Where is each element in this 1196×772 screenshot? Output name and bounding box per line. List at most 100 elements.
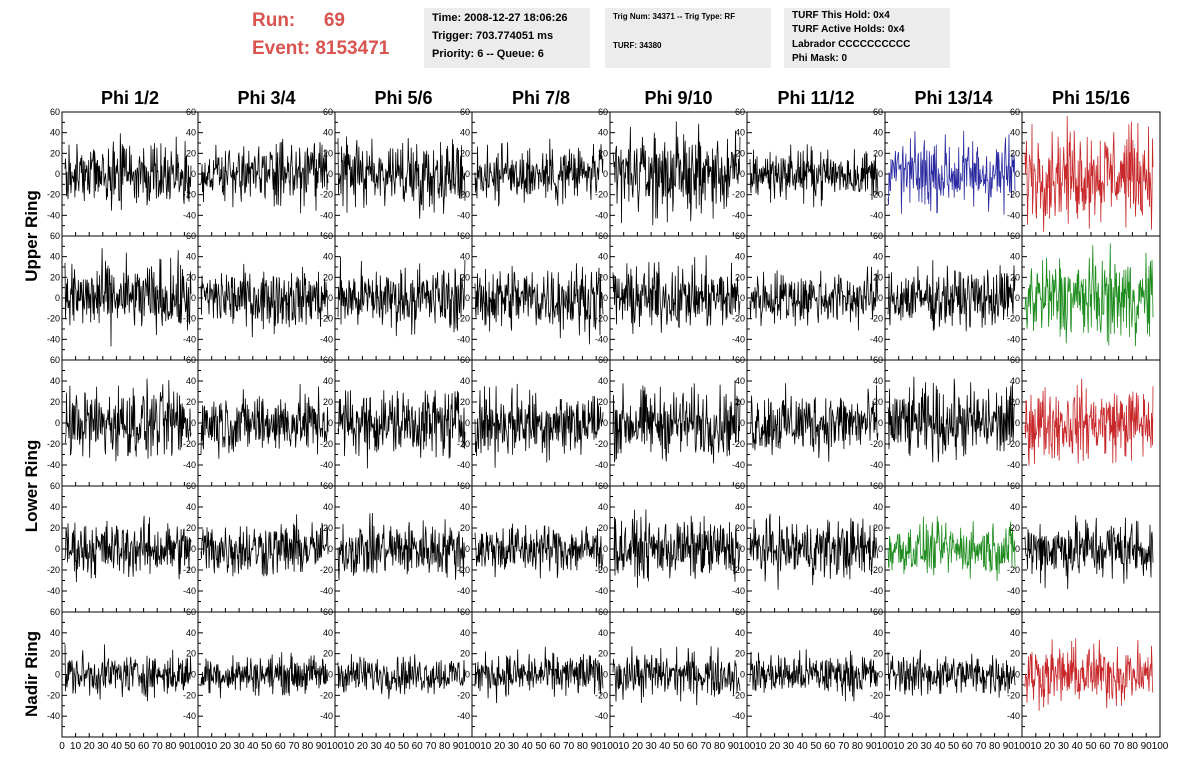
x-tick-label: 90 [728,741,740,752]
y-tick-label: -20 [870,565,883,575]
waveform-panel: -40 -20 0 20 40 60 [47,231,199,361]
y-tick-label: -20 [320,690,333,700]
y-tick-label: 40 [1010,252,1020,262]
y-tick-label: -40 [595,210,608,220]
y-tick-label: 0 [465,418,470,428]
y-tick-label: 20 [598,148,608,158]
y-tick-label: 0 [603,293,608,303]
y-tick-label: -40 [732,460,745,470]
y-tick-label: 60 [186,355,196,365]
waveform-trace [749,513,879,590]
waveform-trace [1024,243,1154,347]
y-tick-label: 20 [873,148,883,158]
y-tick-label: 20 [50,397,60,407]
y-tick-label: 60 [186,231,196,241]
y-tick-label: 60 [50,481,60,491]
waveform-panel: -40 -20 0 20 40 60 [457,607,611,738]
x-tick-label: 40 [522,741,534,752]
waveform-panel: -40 -20 0 20 40 60 [47,481,199,613]
y-tick-label: -20 [595,439,608,449]
y-tick-label: 60 [186,481,196,491]
x-tick-label: 60 [687,741,699,752]
x-tick-label: 40 [384,741,396,752]
y-tick-label: 0 [191,418,196,428]
x-tick-label: 70 [563,741,575,752]
y-tick-label: 0 [740,169,745,179]
waveform-trace [749,266,879,331]
y-tick-label: 0 [55,169,60,179]
y-tick-label: 0 [603,418,608,428]
y-tick-label: 60 [460,107,470,117]
x-tick-label: 40 [659,741,671,752]
y-tick-label: 0 [55,544,60,554]
x-tick-label: 40 [797,741,809,752]
y-tick-label: -20 [595,190,608,200]
y-tick-label: -40 [457,711,470,721]
y-tick-label: -20 [870,314,883,324]
x-tick-label: 20 [907,741,919,752]
x-tick-label: 10 [480,741,492,752]
y-tick-label: 20 [873,397,883,407]
y-tick-label: -40 [1007,334,1020,344]
x-tick-label: 90 [866,741,878,752]
x-tick-label: 10 [1030,741,1042,752]
x-tick-label: 20 [357,741,369,752]
x-tick-label: 70 [425,741,437,752]
y-tick-label: -20 [320,314,333,324]
labrador-line: Labrador CCCCCCCCCC [792,39,911,50]
waveform-trace [612,255,741,334]
waveform-panel: -40 -20 0 20 40 60 [1007,355,1161,487]
y-tick-label: 0 [740,293,745,303]
x-tick-label: 30 [508,741,520,752]
panel-frame [746,611,886,738]
y-tick-label: 0 [878,293,883,303]
y-tick-label: 20 [873,649,883,659]
x-tick-label: 30 [97,741,109,752]
y-tick-label: 60 [873,481,883,491]
y-tick-label: -20 [47,690,60,700]
waveform-panel: -40 -20 0 20 40 60 [320,231,473,361]
y-tick-label: 40 [735,376,745,386]
x-tick-label: 10 [893,741,905,752]
y-tick-label: -40 [183,460,196,470]
y-tick-label: 40 [598,252,608,262]
x-tick-label: 40 [1072,741,1084,752]
y-tick-label: -20 [183,565,196,575]
y-tick-label: -20 [183,690,196,700]
y-tick-label: -40 [595,460,608,470]
y-tick-label: 40 [873,376,883,386]
y-tick-label: -20 [183,314,196,324]
waveform-panel: -40 -20 0 20 40 60 [457,481,611,613]
row-label: Upper Ring [22,190,41,282]
column-header: Phi 11/12 [777,88,854,108]
y-tick-label: -40 [595,334,608,344]
y-tick-label: -20 [47,190,60,200]
waveform-panel: -40 -20 0 20 40 60 [457,231,611,361]
y-tick-label: 0 [328,670,333,680]
y-tick-label: 60 [598,231,608,241]
turf-line: TURF: 34380 [613,41,662,50]
y-tick-label: 40 [598,502,608,512]
y-tick-label: 60 [323,355,333,365]
panel-frame [471,111,611,237]
y-tick-label: 0 [191,293,196,303]
waveform-trace [474,263,604,345]
y-tick-label: -20 [320,565,333,575]
y-tick-label: 60 [735,355,745,365]
y-tick-label: 40 [323,376,333,386]
y-tick-label: 0 [55,418,60,428]
x-tick-label: 60 [962,741,974,752]
y-tick-label: 40 [186,502,196,512]
waveform-panel: -40 -20 0 20 40 60 [732,481,886,613]
y-tick-label: 20 [735,523,745,533]
y-tick-label: 60 [323,481,333,491]
y-tick-label: 40 [873,502,883,512]
y-tick-label: -20 [732,190,745,200]
waveform-trace [1024,515,1154,590]
y-tick-label: 20 [460,148,470,158]
x-tick-label: 0 [59,741,65,752]
waveform-panel: -40 -20 0 20 40 60 [595,355,748,487]
x-tick-label: 50 [535,741,547,752]
y-tick-label: 20 [735,397,745,407]
x-tick-label: 20 [494,741,506,752]
